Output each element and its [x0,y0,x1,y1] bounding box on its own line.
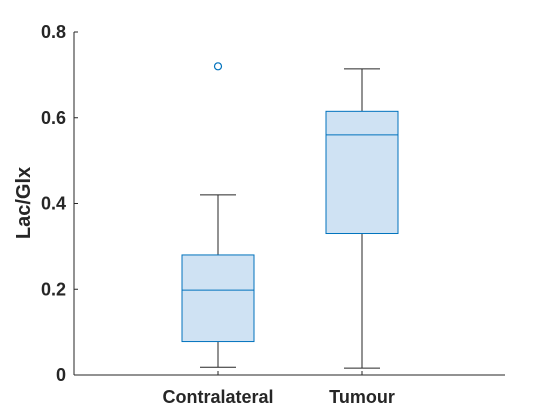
box-series [182,63,398,368]
y-tick-label: 0.4 [41,194,66,214]
y-tick-label: 0 [56,365,66,385]
iqr-box [326,111,398,233]
outlier-point [215,63,222,70]
x-tick-label: Contralateral [162,387,273,407]
axis-labels: Lac/Glx [13,167,35,239]
box-contralateral [182,63,254,367]
axes: 0 0.2 0.4 0.6 0.8 Contralateral Tumour [41,22,505,407]
y-tick-label: 0.2 [41,279,66,299]
y-tick-label: 0.6 [41,108,66,128]
box-tumour [326,69,398,368]
iqr-box [182,255,254,342]
y-tick-label: 0.8 [41,22,66,42]
x-tick-label: Tumour [329,387,395,407]
y-axis-label: Lac/Glx [13,167,35,239]
